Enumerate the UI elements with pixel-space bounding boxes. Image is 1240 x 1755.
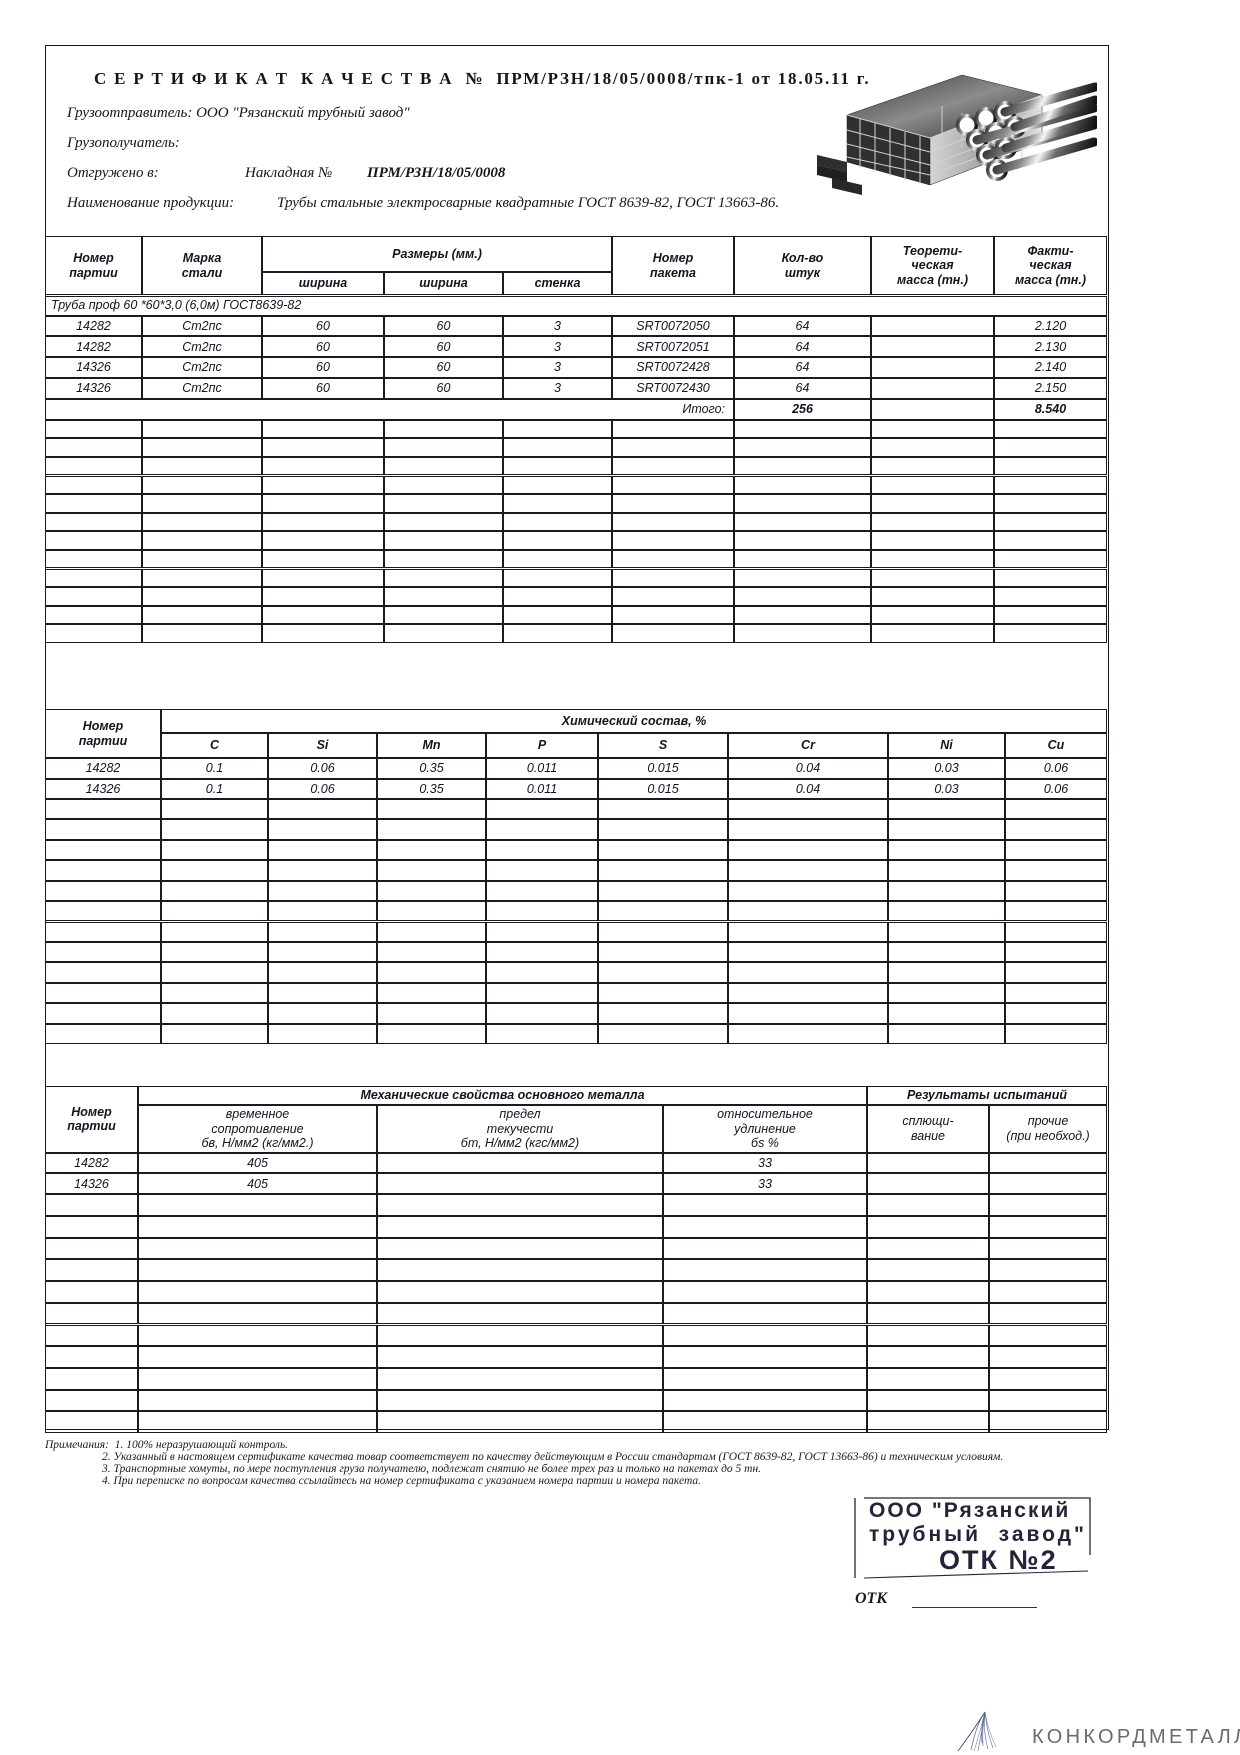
svg-text:КОНКОРДМЕТАЛЛ: КОНКОРДМЕТАЛЛ <box>1032 1726 1240 1748</box>
